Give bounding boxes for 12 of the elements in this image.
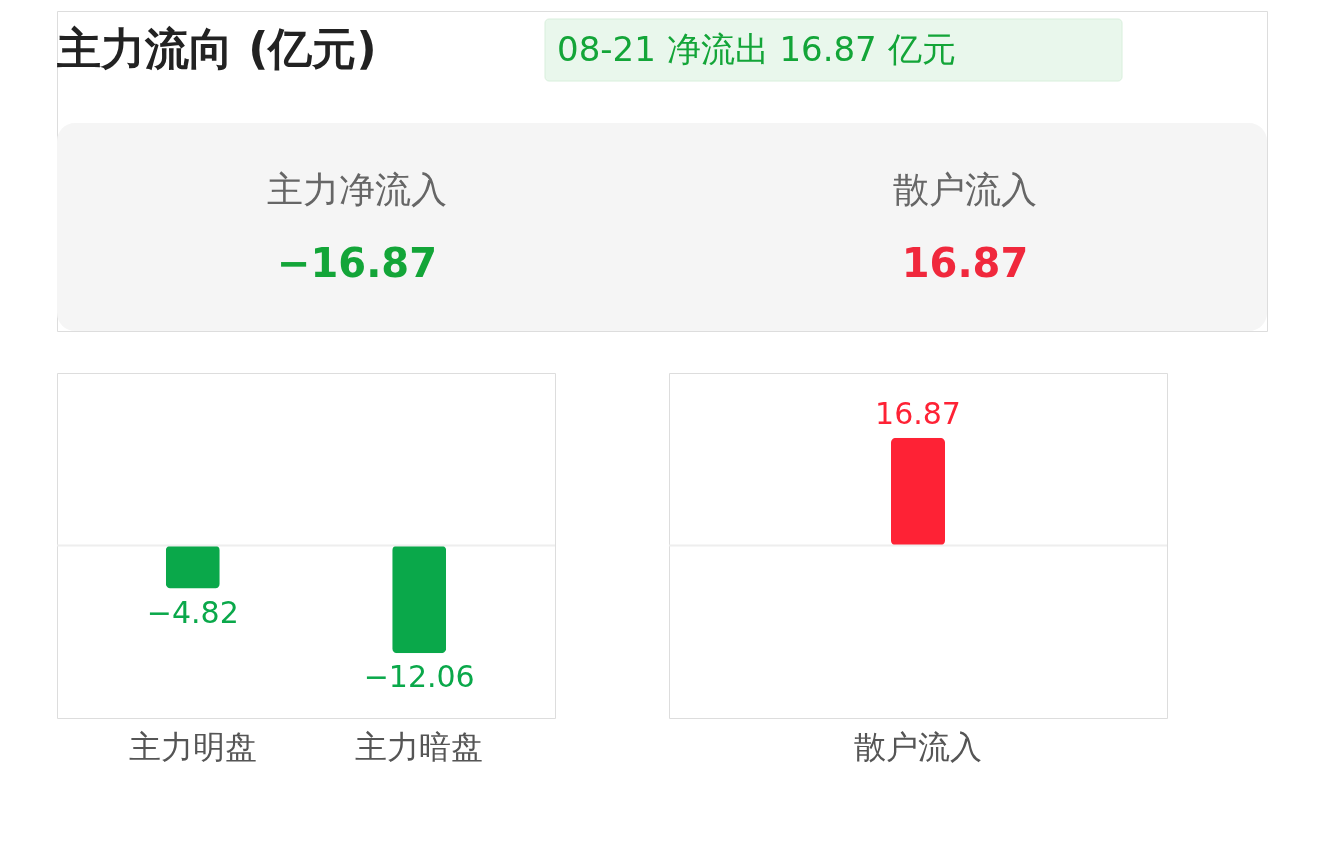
text: −16.87 — [276, 240, 438, 286]
data-label: 16.87 — [875, 395, 961, 431]
text: 主力净流入 — [267, 169, 447, 210]
text: 16.87 — [901, 240, 1029, 286]
x-tick-label: 主力暗盘 — [355, 727, 484, 766]
x-tick-label: 主力明盘 — [128, 727, 257, 766]
text: 08-21 净流出 16.87 亿元 — [557, 29, 956, 69]
text: 主力流向 (亿元) — [56, 23, 377, 74]
data-label: −12.06 — [363, 659, 475, 695]
x-tick-label: 散户流入 — [854, 727, 982, 766]
text: 散户流入 — [893, 169, 1037, 210]
data-label: −4.82 — [146, 594, 239, 630]
